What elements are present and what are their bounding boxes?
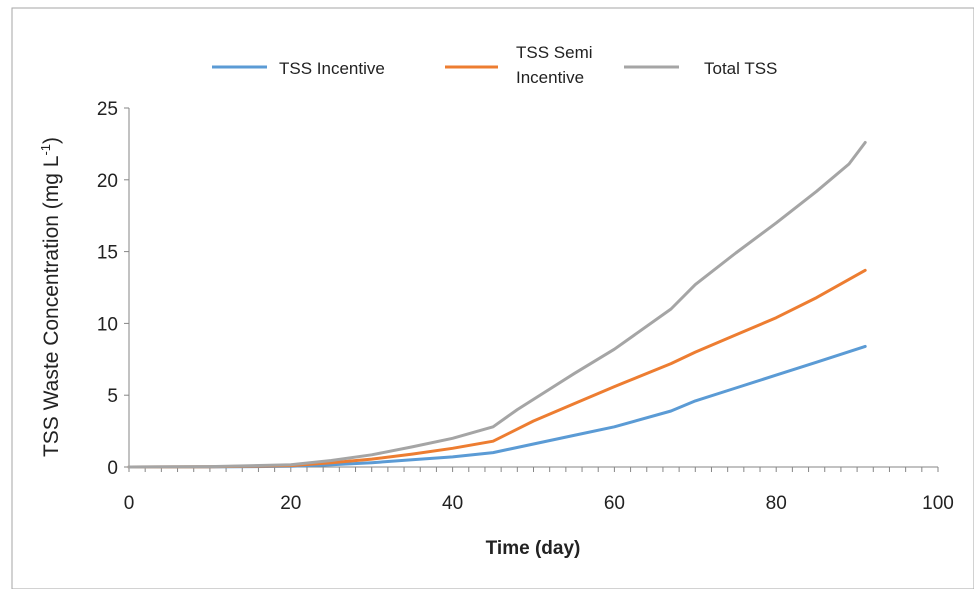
y-tick-label: 15	[97, 243, 118, 264]
y-tick-label: 20	[97, 171, 118, 192]
legend-label-3: Total TSS	[704, 59, 777, 78]
chart-border	[11, 7, 974, 589]
x-tick-label: 80	[766, 493, 787, 514]
legend-label-2: TSS Semi Incentive	[516, 43, 593, 87]
y-axis-title: TSS Waste Concentration (mg L-1)	[38, 137, 63, 457]
y-tick-label: 10	[97, 314, 118, 335]
x-tick-label: 60	[604, 493, 625, 514]
y-axis-title-sup: -1	[38, 144, 53, 156]
plot-area: 0 20 40 60 80 100 0 5 10 15 20 25	[97, 99, 954, 514]
series-line-1	[127, 344, 867, 469]
x-tick-label: 0	[124, 493, 135, 514]
x-axis-title: Time (day)	[486, 538, 581, 559]
legend-label-1: TSS Incentive	[279, 59, 385, 78]
legend: TSS Incentive TSS Semi Incentive Total TSS	[212, 43, 777, 87]
x-tick-label: 100	[922, 493, 954, 514]
y-tick-label: 5	[107, 386, 118, 407]
x-tick-label: 20	[280, 493, 301, 514]
y-tick-label: 25	[97, 99, 118, 120]
series-line-2	[127, 268, 867, 469]
y-tick-label: 0	[107, 458, 118, 479]
y-axis-title-main: TSS Waste Concentration (mg L	[40, 156, 63, 458]
x-tick-label: 40	[442, 493, 463, 514]
y-axis-title-close: )	[40, 137, 63, 144]
series-line-3	[127, 141, 867, 469]
